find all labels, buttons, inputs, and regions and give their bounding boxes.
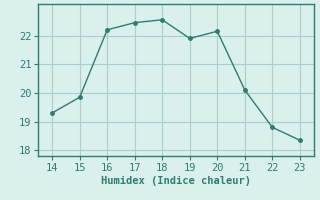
X-axis label: Humidex (Indice chaleur): Humidex (Indice chaleur): [101, 176, 251, 186]
